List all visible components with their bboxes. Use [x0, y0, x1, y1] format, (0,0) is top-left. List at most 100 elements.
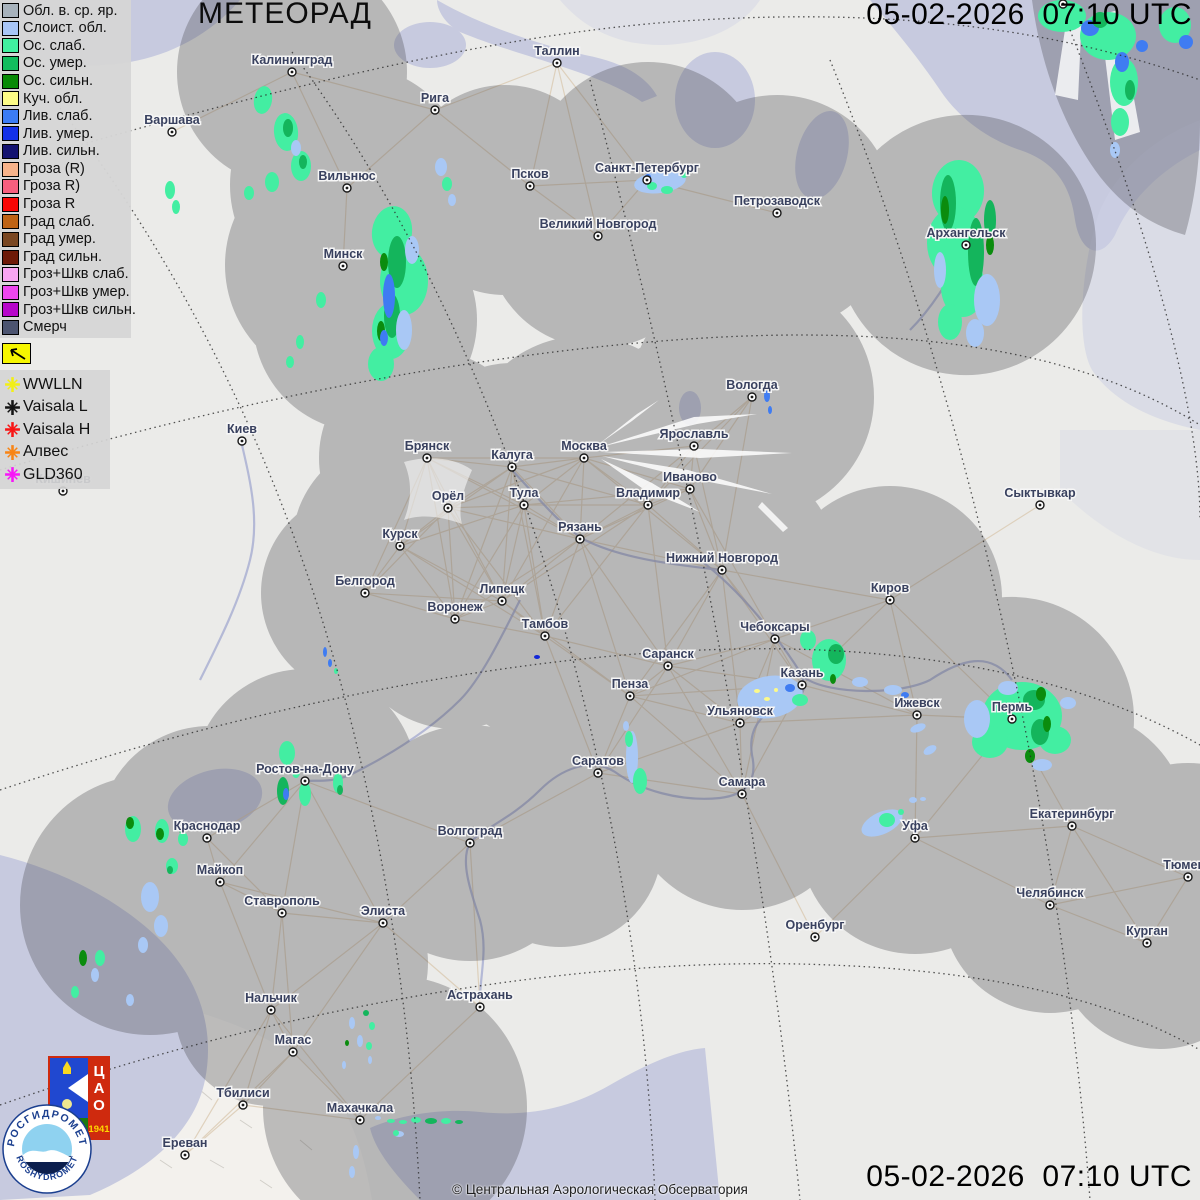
lake-rybinsk	[679, 391, 701, 425]
precip-echo	[1115, 52, 1129, 72]
legend-swatch	[2, 302, 19, 318]
city-label: Рязань	[558, 520, 602, 534]
precip-echo	[91, 968, 99, 982]
precip-echo	[986, 235, 994, 255]
city-Варшава: Варшава	[143, 112, 202, 137]
graticule	[0, 16, 1200, 1200]
precip-echo	[299, 782, 311, 806]
legend-label: Гроз+Шкв слаб.	[23, 266, 129, 283]
precip-echo	[1038, 0, 1086, 32]
city-Астрахань: Астрахань	[446, 987, 515, 1012]
precip-echo	[966, 319, 984, 347]
precip-echo	[1111, 108, 1129, 136]
squall-sign-box	[2, 343, 31, 365]
city-label: Минск	[324, 247, 364, 261]
precip-echo	[95, 950, 105, 966]
legend-label: Гроза R)	[23, 178, 81, 195]
precip-echo	[879, 813, 895, 827]
legend-swatch	[2, 144, 19, 160]
legend-item: Лив. сильн.	[2, 143, 128, 161]
city-label: Тула	[510, 486, 540, 500]
city-Воронеж: Воронеж	[426, 599, 484, 624]
legend-item: Град сильн.	[2, 248, 128, 266]
legend-label: Куч. обл.	[23, 90, 83, 107]
city-Тамбов: Тамбов	[520, 616, 570, 641]
city-Великий Новгород: Великий Новгород	[538, 216, 658, 241]
precip-echo	[800, 630, 816, 650]
city-Минск: Минск	[322, 246, 365, 271]
city-label: Липецк	[480, 582, 526, 596]
precip-echo	[938, 304, 962, 340]
city-Тбилиси: Тбилиси	[215, 1085, 271, 1110]
city-label: Курск	[382, 527, 418, 541]
precip-echo	[369, 1022, 375, 1030]
precip-echo	[387, 1119, 395, 1123]
precip-echo	[405, 236, 419, 264]
legend-swatch	[2, 161, 19, 177]
legend-item: Гроз+Шкв слаб.	[2, 266, 129, 284]
city-Нижний Новгород: Нижний Новгород	[664, 550, 780, 575]
precip-echo	[380, 330, 388, 346]
precip-echo	[1110, 142, 1120, 158]
sea-gulf-of-finland	[437, 0, 657, 102]
precip-echo	[316, 292, 326, 308]
north-tint	[560, 0, 1200, 560]
precip-echo	[283, 119, 293, 137]
city-label: Рига	[421, 91, 450, 105]
sea-gulf-of-riga	[394, 22, 466, 68]
city-Ярославль: Ярославль	[658, 426, 730, 451]
precip-echo	[681, 172, 687, 178]
city-label: Вологда	[726, 378, 778, 392]
city-label: Брянск	[405, 439, 450, 453]
precip-echo	[138, 937, 148, 953]
legend-swatch	[2, 91, 19, 107]
balloon-icon	[62, 1099, 72, 1109]
parallel	[0, 334, 1200, 471]
city-Екатеринбург: Екатеринбург	[1028, 806, 1116, 831]
precip-echo	[633, 768, 647, 794]
precip-echo	[1036, 687, 1046, 701]
city-label: Ярославль	[659, 427, 728, 441]
precip-echo	[974, 274, 1000, 326]
precip-echo	[126, 994, 134, 1006]
city-label: Самара	[719, 775, 767, 789]
legend-item: Ос. сильн.	[2, 72, 128, 90]
legend-label: Лив. сильн.	[23, 143, 100, 160]
precip-echo	[253, 86, 273, 114]
precip-echo	[380, 253, 388, 271]
city-label: Киров	[871, 581, 910, 595]
city-label: Таллин	[534, 44, 579, 58]
precip-echo	[265, 172, 279, 192]
city-label: Екатеринбург	[1030, 807, 1115, 821]
precip-echo	[299, 155, 307, 169]
legend-item: Град слаб.	[2, 213, 128, 231]
svg-text:Ц: Ц	[94, 1063, 105, 1080]
city-Магас: Магас	[273, 1032, 313, 1057]
legend-label: Гроз+Шкв сильн.	[23, 301, 136, 318]
precip-echo	[366, 1042, 372, 1050]
river-don	[307, 599, 521, 783]
sea-caspian	[370, 1048, 720, 1200]
city-Нальчик: Нальчик	[244, 990, 299, 1015]
city-label: Курган	[1126, 924, 1168, 938]
city-label: Ереван	[163, 1136, 208, 1150]
precip-echo	[337, 785, 343, 795]
attribution: © Центральная Аэрологическая Обсерватори…	[452, 1182, 748, 1197]
legend-item: Ос. слаб.	[2, 37, 128, 55]
city-label: Пермь	[992, 700, 1033, 714]
city-Ульяновск: Ульяновск	[706, 703, 775, 728]
city-label: Иваново	[663, 470, 717, 484]
city-label: Чебоксары	[740, 620, 809, 634]
datetime-top: 05-02-2026 07:10 UTC	[866, 0, 1192, 31]
city-label: Нальчик	[245, 991, 297, 1005]
city-label: Ставрополь	[244, 894, 320, 908]
squall-arrow-icon	[10, 348, 26, 361]
precip-echo	[178, 832, 188, 846]
city-label: Псков	[511, 167, 549, 181]
city-Ставрополь: Ставрополь	[243, 893, 322, 918]
roads-layer	[171, 62, 1189, 1156]
city-Майкоп: Майкоп	[195, 862, 245, 887]
city-label: Петрозаводск	[734, 194, 821, 208]
legend-label: Слоист. обл.	[23, 20, 107, 37]
